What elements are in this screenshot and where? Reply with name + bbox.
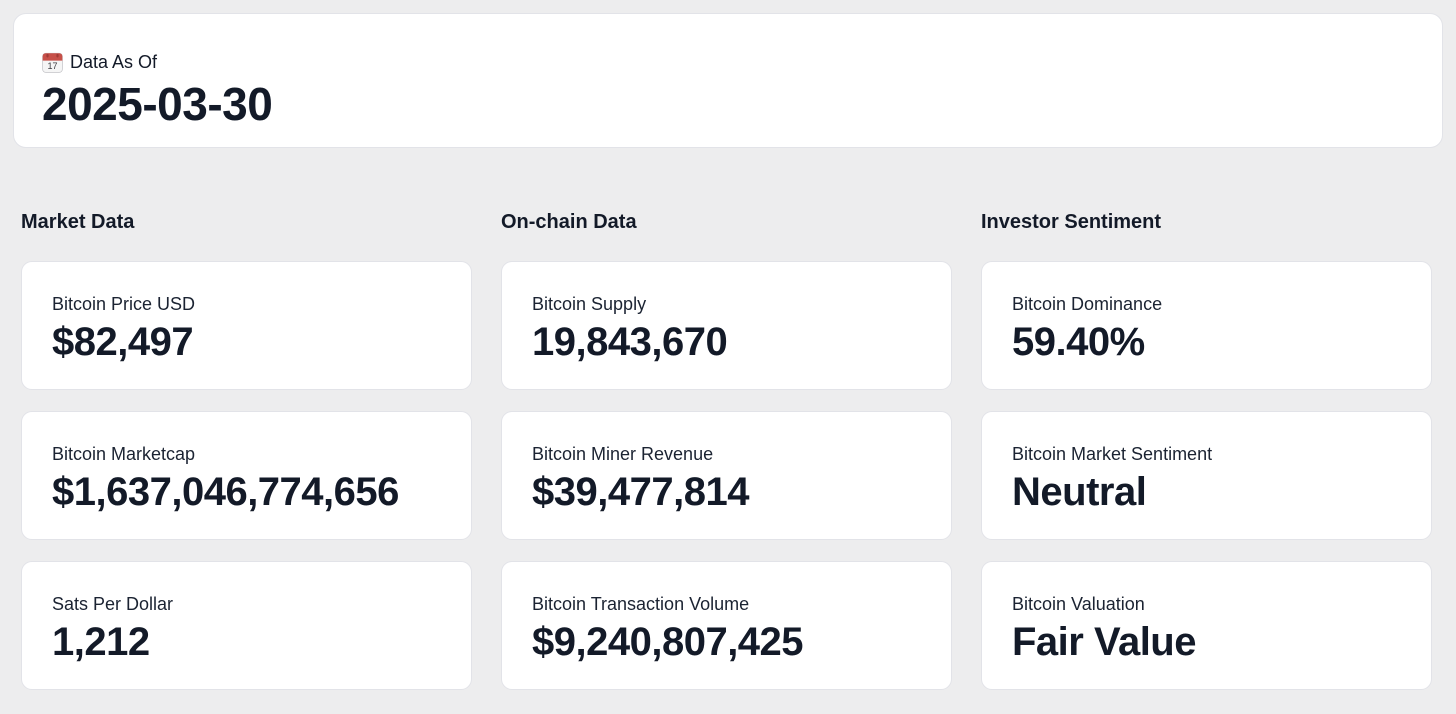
investor-sentiment-stack: Bitcoin Dominance 59.40% Bitcoin Market … <box>981 261 1432 690</box>
stat-value: 1,212 <box>52 620 150 664</box>
data-as-of-label: Data As Of <box>70 52 158 72</box>
stat-card-bitcoin-price-usd: Bitcoin Price USD $82,497 <box>21 261 472 390</box>
section-title-market-data: Market Data <box>21 211 135 233</box>
stat-value: $9,240,807,425 <box>532 620 804 664</box>
stat-card-bitcoin-miner-revenue: Bitcoin Miner Revenue $39,477,814 <box>501 411 952 540</box>
stat-card-bitcoin-supply: Bitcoin Supply 19,843,670 <box>501 261 952 390</box>
section-investor-sentiment: Investor Sentiment Bitcoin Dominance 59.… <box>981 210 1432 690</box>
svg-text:17: 17 <box>47 61 57 71</box>
stat-label: Bitcoin Dominance <box>1012 294 1163 314</box>
stat-value: $1,637,046,774,656 <box>52 470 399 514</box>
stat-card-bitcoin-marketcap: Bitcoin Marketcap $1,637,046,774,656 <box>21 411 472 540</box>
stat-value: $82,497 <box>52 320 194 364</box>
stat-label: Bitcoin Miner Revenue <box>532 444 714 464</box>
stat-label: Bitcoin Price USD <box>52 294 196 314</box>
on-chain-data-stack: Bitcoin Supply 19,843,670 Bitcoin Miner … <box>501 261 952 690</box>
data-as-of-value: 2025-03-30 <box>42 78 273 130</box>
stat-label: Bitcoin Supply <box>532 294 647 314</box>
stat-value: 19,843,670 <box>532 320 728 364</box>
section-title-investor-sentiment: Investor Sentiment <box>981 211 1162 233</box>
stat-card-sats-per-dollar: Sats Per Dollar 1,212 <box>21 561 472 690</box>
section-title-on-chain-data: On-chain Data <box>501 211 637 233</box>
data-as-of-card: 17 Data As Of 2025-03-30 <box>13 13 1443 148</box>
stat-value: 59.40% <box>1012 320 1145 364</box>
stats-grid: Market Data Bitcoin Price USD $82,497 Bi… <box>21 210 1456 690</box>
stat-card-bitcoin-valuation: Bitcoin Valuation Fair Value <box>981 561 1432 690</box>
stat-label: Bitcoin Transaction Volume <box>532 594 750 614</box>
stat-label: Bitcoin Market Sentiment <box>1012 444 1213 464</box>
stat-value: $39,477,814 <box>532 470 749 514</box>
stat-label: Sats Per Dollar <box>52 594 174 614</box>
calendar-icon: 17 <box>42 52 63 73</box>
stat-card-bitcoin-market-sentiment: Bitcoin Market Sentiment Neutral <box>981 411 1432 540</box>
stat-label: Bitcoin Valuation <box>1012 594 1145 614</box>
stat-value: Neutral <box>1012 470 1147 514</box>
stat-card-bitcoin-transaction-volume: Bitcoin Transaction Volume $9,240,807,42… <box>501 561 952 690</box>
market-data-stack: Bitcoin Price USD $82,497 Bitcoin Market… <box>21 261 472 690</box>
data-as-of-label-row: 17 Data As Of <box>42 51 1414 73</box>
stat-card-bitcoin-dominance: Bitcoin Dominance 59.40% <box>981 261 1432 390</box>
stat-value: Fair Value <box>1012 620 1196 664</box>
section-market-data: Market Data Bitcoin Price USD $82,497 Bi… <box>21 210 472 690</box>
section-on-chain-data: On-chain Data Bitcoin Supply 19,843,670 … <box>501 210 952 690</box>
stat-label: Bitcoin Marketcap <box>52 444 196 464</box>
